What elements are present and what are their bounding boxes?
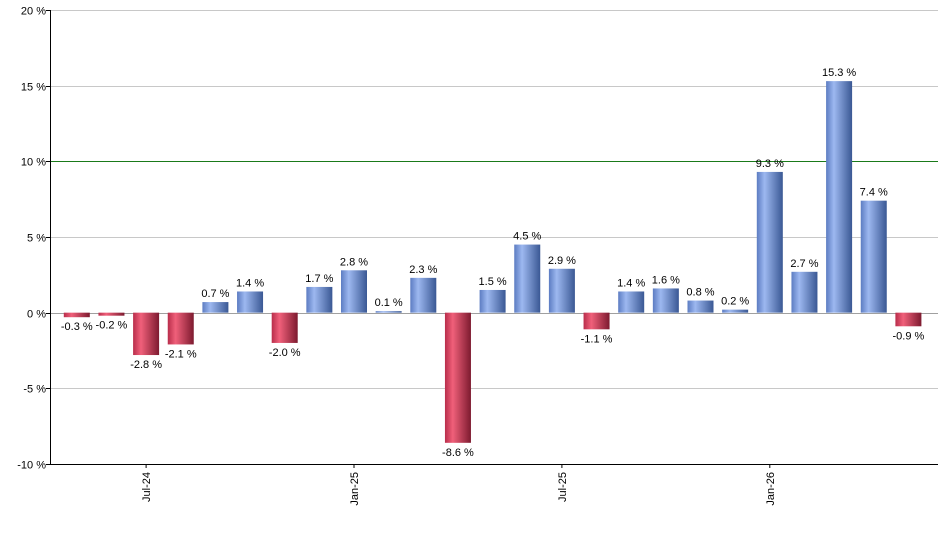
bar [375, 311, 402, 313]
bar [271, 312, 298, 343]
bar [98, 312, 125, 316]
data-label: 1.5 % [479, 276, 507, 288]
bar [133, 312, 160, 356]
bar [202, 302, 229, 313]
bar [618, 291, 645, 313]
bar [860, 200, 887, 313]
data-label: 0.8 % [686, 287, 714, 299]
y-tick-label: 10 % [21, 157, 46, 169]
y-tick-label: 0 % [27, 309, 46, 321]
data-label: 9.3 % [756, 158, 784, 170]
data-label: 2.3 % [409, 264, 437, 276]
data-label: 2.7 % [790, 258, 818, 270]
x-tick-label: Jan-25 [349, 472, 361, 506]
data-label: 15.3 % [822, 67, 856, 79]
data-label: 7.4 % [860, 187, 888, 199]
data-label: 2.9 % [548, 255, 576, 267]
data-label: -0.2 % [96, 320, 128, 332]
bar [583, 312, 610, 330]
data-label: 0.1 % [375, 297, 403, 309]
bar [652, 288, 679, 313]
data-label: 0.7 % [201, 288, 229, 300]
bar [687, 300, 714, 313]
bar [444, 312, 471, 443]
bar [63, 312, 90, 318]
data-label: 1.4 % [617, 277, 645, 289]
data-label: -2.8 % [130, 359, 162, 371]
data-label: -2.0 % [269, 347, 301, 359]
y-tick-label: 5 % [27, 233, 46, 245]
bar [895, 312, 922, 327]
y-tick-label: -10 % [17, 460, 46, 472]
grid-lines [50, 10, 938, 465]
x-tick-label: Jan-26 [765, 472, 777, 506]
bar [548, 268, 575, 313]
x-tick-label: Jul-25 [557, 472, 569, 502]
bars [63, 81, 922, 443]
bar [514, 244, 541, 313]
bar [306, 286, 333, 313]
axes: -10 % -5 % 0 % 5 % 10 % 15 % 20 % Jul-24 Jan-25 J… [17, 6, 938, 506]
data-label: 1.7 % [305, 273, 333, 285]
data-label: -8.6 % [442, 447, 474, 459]
bar [341, 270, 367, 313]
bar [791, 271, 818, 313]
data-label: -0.3 % [61, 321, 93, 333]
data-label: 0.2 % [721, 296, 749, 308]
data-labels: -0.3 % -0.2 % -2.8 %-2.1 % 0.7 % 1.4 % -2.0 %… [61, 67, 925, 459]
x-tick-label: Jul-24 [141, 472, 153, 502]
data-label: -1.1 % [581, 333, 613, 345]
y-tick-label: -5 % [23, 384, 46, 396]
data-label: 2.8 % [340, 256, 368, 268]
data-label: 1.6 % [652, 274, 680, 286]
data-label: 4.5 % [513, 231, 541, 243]
bar [237, 291, 264, 313]
y-tick-label: 15 % [21, 82, 46, 94]
data-label: 1.4 % [236, 277, 264, 289]
data-label: -0.9 % [893, 330, 925, 342]
data-label: -2.1 % [165, 348, 197, 360]
bar [479, 289, 506, 313]
bar [826, 81, 853, 313]
bar [410, 277, 437, 313]
bar [756, 171, 783, 313]
bar [167, 312, 194, 345]
y-tick-label: 20 % [21, 6, 46, 18]
bar [722, 309, 749, 313]
